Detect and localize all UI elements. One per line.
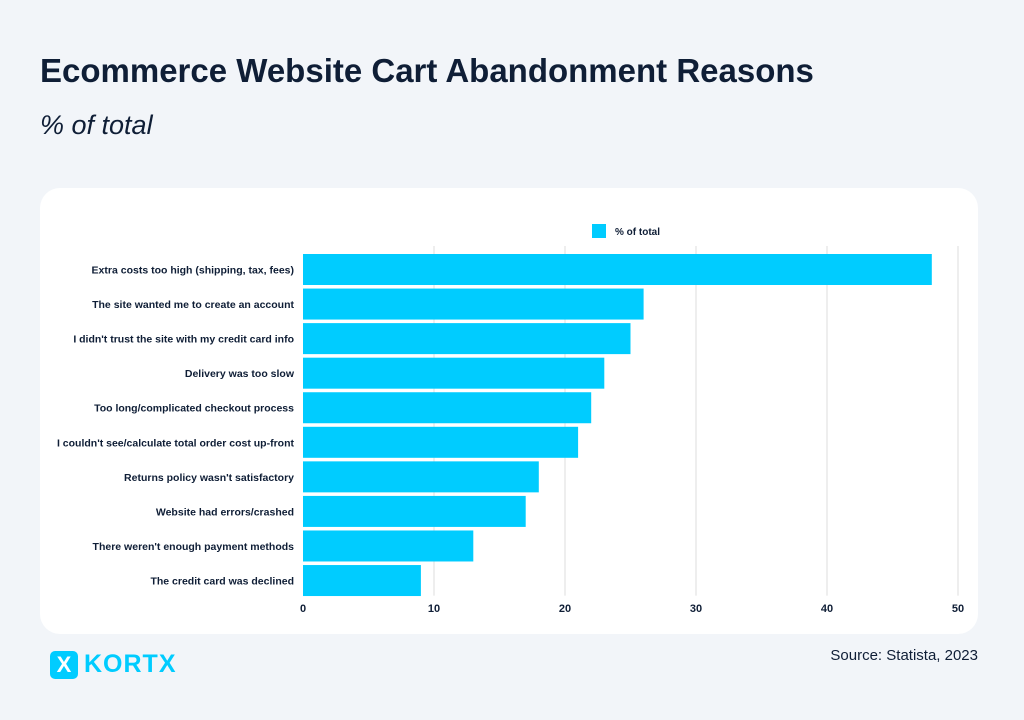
x-tick-label: 50 [952, 603, 964, 615]
category-label: Returns policy wasn't satisfactory [124, 472, 294, 484]
category-label: The site wanted me to create an account [92, 299, 294, 311]
bar [303, 392, 592, 424]
legend-swatch [592, 224, 606, 238]
bar [303, 288, 644, 320]
bar [303, 530, 474, 562]
x-tick-label: 10 [428, 603, 440, 615]
bar [303, 357, 605, 389]
chart-card: 0 10 20 30 40 50 Extra costs too high (shippin… [40, 188, 978, 634]
x-tick-label: 0 [300, 603, 306, 615]
source-note: Source: Statista, 2023 [830, 647, 978, 664]
category-label: I didn't trust the site with my credit c… [73, 334, 294, 346]
bar [303, 426, 579, 458]
bar [303, 565, 421, 597]
x-tick-label: 20 [559, 603, 571, 615]
page-subtitle: % of total [40, 110, 153, 140]
bar [303, 461, 539, 493]
category-label: The credit card was declined [150, 576, 294, 588]
category-label: Website had errors/crashed [156, 506, 294, 518]
page-title: Ecommerce Website Cart Abandonment Reaso… [40, 52, 814, 89]
legend-label: % of total [615, 227, 660, 238]
bar [303, 495, 526, 527]
category-label: I couldn't see/calculate total order cos… [57, 437, 295, 449]
logo-mark: X [50, 650, 78, 679]
logo-text: KORTX [84, 650, 177, 678]
x-tick-label: 40 [821, 603, 833, 615]
category-label: There weren't enough payment methods [93, 541, 295, 553]
kortx-logo: X KORTX [50, 650, 177, 679]
category-label: Extra costs too high (shipping, tax, fee… [92, 265, 294, 277]
bar [303, 323, 631, 355]
bar [303, 254, 932, 285]
category-label: Too long/complicated checkout process [94, 403, 294, 415]
x-tick-label: 30 [690, 603, 702, 615]
bar-chart: 0 10 20 30 40 50 Extra costs too high (shippin… [57, 224, 964, 615]
category-label: Delivery was too slow [185, 368, 295, 380]
